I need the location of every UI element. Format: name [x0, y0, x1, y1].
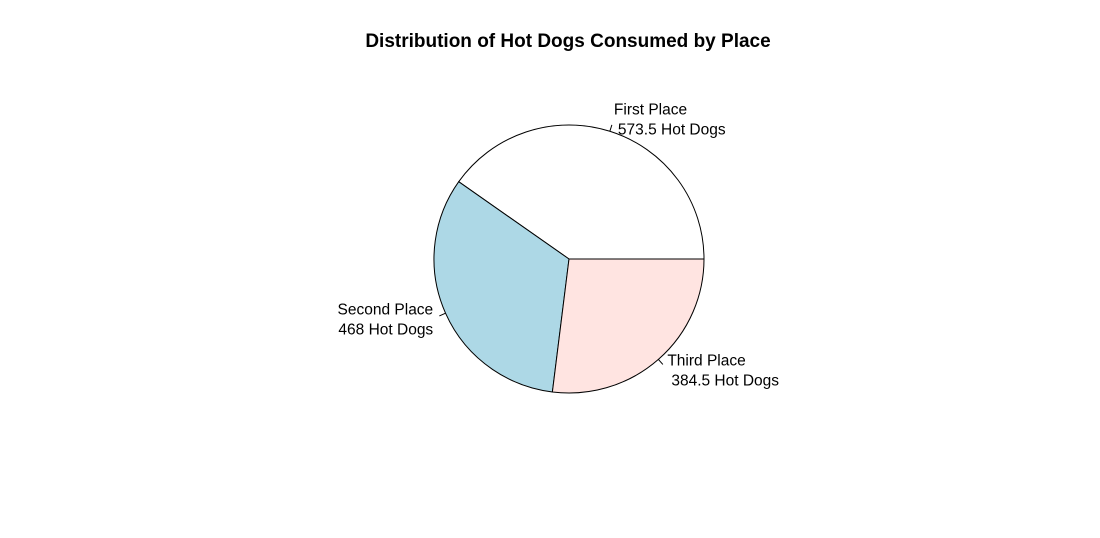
- slice-label-first-place: First Place: [614, 102, 687, 119]
- slice-value-second-place: 468 Hot Dogs: [338, 322, 433, 339]
- chart-title: Distribution of Hot Dogs Consumed by Pla…: [365, 31, 770, 52]
- slice-value-first-place: 573.5 Hot Dogs: [618, 122, 726, 139]
- label-tick-third-place: [658, 359, 664, 365]
- slice-label-third-place: Third Place: [667, 352, 745, 369]
- pie-slices: [433, 124, 705, 394]
- slice-value-third-place: 384.5 Hot Dogs: [671, 372, 779, 389]
- label-tick-first-place: [609, 124, 613, 132]
- pie-slice-second-place: [433, 181, 570, 393]
- pie-labels: First Place 573.5 Hot Dogs Second Place 468…: [338, 102, 780, 390]
- label-tick-second-place: [439, 312, 446, 317]
- slice-label-second-place: Second Place: [338, 302, 434, 319]
